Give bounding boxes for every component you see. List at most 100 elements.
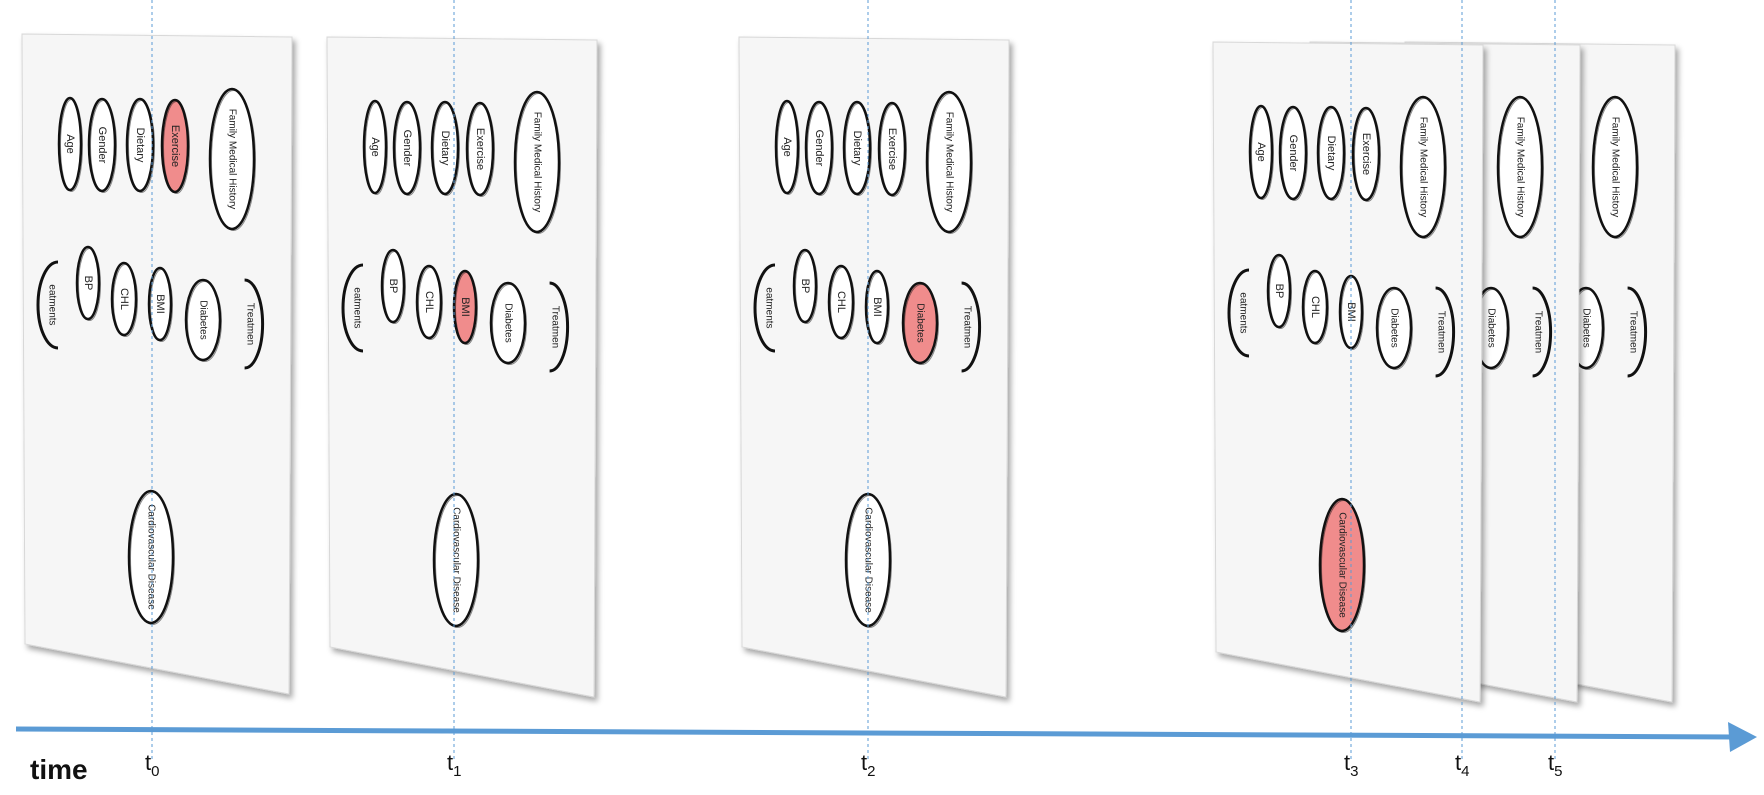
time-arrow-head	[1728, 722, 1757, 752]
node-label: Treatmen	[549, 306, 560, 348]
time-point-label-t1: t1	[447, 750, 461, 780]
node-treatments: eatments	[36, 260, 59, 350]
node-label: CHL	[118, 288, 130, 310]
node-label: Treatmen	[1627, 311, 1638, 353]
node-outline	[125, 97, 155, 193]
time-slice-panel-t2: Age Gender Dietary Exercise Family Medical H…	[738, 36, 1010, 698]
node-outline	[549, 281, 570, 373]
node-label: BP	[799, 279, 811, 294]
node-outline-shadow	[1341, 277, 1364, 350]
node-outline-shadow	[904, 284, 939, 365]
node-outline	[901, 281, 939, 365]
node-outline	[392, 100, 422, 196]
node-treatment: Treatmen	[244, 278, 265, 370]
node-outline	[877, 101, 907, 197]
node-diabetes: Diabetes	[1375, 286, 1413, 370]
node-outline	[1399, 95, 1447, 239]
node-label: CHL	[835, 291, 847, 313]
node-outline-shadow	[1304, 272, 1329, 345]
node-chl: CHL	[110, 261, 138, 337]
node-treatments: eatments	[1227, 268, 1250, 358]
node-treatments: eatments	[753, 263, 776, 353]
node-outline-shadow	[807, 103, 834, 196]
node-family: Family Medical History	[1496, 95, 1544, 239]
node-outline	[804, 100, 834, 196]
node-cvd: Cardiovascular Disease	[1318, 497, 1366, 633]
node-age: Age	[774, 99, 800, 195]
node-outline-shadow	[928, 93, 973, 234]
node-outline	[1435, 286, 1456, 378]
node-treatment: Treatmen	[961, 281, 982, 373]
node-bmi: BMI	[452, 269, 478, 345]
node-label: Age	[64, 134, 76, 154]
node-label: Dietary	[851, 131, 863, 166]
node-outline	[1266, 253, 1292, 329]
node-label: Exercise	[169, 125, 181, 167]
node-outline	[842, 100, 872, 196]
node-gender: Gender	[392, 100, 422, 196]
node-diabetes: Diabetes	[1472, 286, 1510, 370]
node-label: eatments	[351, 287, 362, 328]
node-outline-shadow	[492, 284, 527, 365]
node-label: Family Medical History	[1514, 117, 1525, 218]
node-outline-shadow	[830, 267, 855, 340]
node-label: CHL	[423, 291, 435, 313]
node-label: Diabetes	[502, 303, 513, 342]
node-outline-shadow	[1251, 107, 1274, 200]
node-label: Age	[781, 137, 793, 157]
node-label: Dietary	[439, 131, 451, 166]
node-outline	[827, 264, 855, 340]
node-family: Family Medical History	[1591, 95, 1639, 239]
node-outline-shadow	[880, 104, 907, 197]
node-outline-shadow	[150, 269, 173, 342]
node-outline	[864, 269, 890, 345]
node-outline	[75, 245, 101, 321]
node-outline-shadow	[777, 102, 800, 195]
node-outline-shadow	[1402, 98, 1447, 239]
node-outline	[961, 281, 982, 373]
time-point-label-t5: t5	[1548, 750, 1562, 780]
node-treatment: Treatmen	[1435, 286, 1456, 378]
node-label: Family Medical History	[1417, 117, 1428, 218]
node-outline-shadow	[163, 101, 190, 194]
node-family: Family Medical History	[513, 90, 561, 234]
time-label: time	[30, 754, 88, 785]
node-age: Age	[362, 99, 388, 195]
node-label: Cardiovascular Disease	[1336, 512, 1347, 618]
node-label: Diabetes	[197, 300, 208, 339]
node-outline-shadow	[845, 103, 872, 196]
node-label: Treatmen	[1532, 311, 1543, 353]
node-diabetes: Diabetes	[489, 281, 527, 365]
node-cvd: Cardiovascular Disease	[127, 489, 175, 625]
node-outline	[147, 266, 173, 342]
node-outline	[57, 96, 83, 192]
time-axis: time	[15, 722, 1757, 785]
guides-layer	[151, 0, 1556, 760]
node-bmi: BMI	[147, 266, 173, 342]
time-point-label-t2: t2	[861, 750, 875, 780]
node-family: Family Medical History	[925, 90, 973, 234]
node-outline	[1627, 286, 1648, 378]
node-outline-shadow	[435, 495, 480, 628]
node-outline-shadow	[1281, 108, 1308, 201]
node-outline	[244, 278, 265, 370]
node-outline-shadow	[1378, 289, 1413, 370]
node-outline	[792, 248, 818, 324]
node-label: Diabetes	[1580, 308, 1591, 347]
node-gender: Gender	[804, 100, 834, 196]
node-label: Family Medical History	[226, 109, 237, 210]
node-outline	[110, 261, 138, 337]
node-outline-shadow	[418, 267, 443, 340]
node-outline	[380, 248, 406, 324]
node-outline	[208, 87, 256, 231]
node-diabetes: Diabetes	[901, 281, 939, 365]
node-label: Gender	[96, 127, 108, 164]
node-outline	[415, 264, 443, 340]
node-outline-shadow	[211, 90, 256, 231]
node-label: Family Medical History	[531, 112, 542, 213]
node-label: Diabetes	[1485, 308, 1496, 347]
node-label: Gender	[813, 130, 825, 167]
time-arrow-shaft	[15, 726, 1736, 740]
node-treatments: eatments	[341, 263, 364, 353]
